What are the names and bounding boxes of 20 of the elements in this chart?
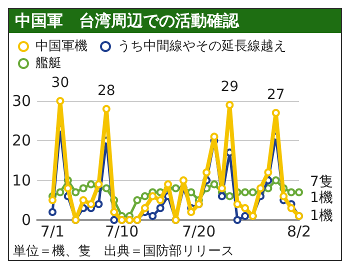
chart-title: 中国軍 台湾周辺での活動確認 (9, 9, 341, 33)
data-label: 28 (98, 82, 116, 99)
data-label: 1機 (310, 208, 333, 224)
legend-label: 艦艇 (36, 56, 62, 71)
data-label: 29 (220, 78, 239, 95)
x-tick-label: 7/20 (182, 222, 216, 240)
text: 単位＝機、隻 出典＝国防部リリース (13, 244, 234, 259)
y-tick-label: 30 (12, 92, 32, 110)
x-tick-label: 7/10 (104, 222, 139, 240)
y-tick-label: 0 (22, 211, 32, 229)
y-tick-label: 10 (12, 171, 32, 190)
data-label: 30 (51, 75, 70, 91)
legend-label: うち中間線やその延長線越え (118, 39, 286, 54)
x-tick-label: 8/2 (286, 222, 312, 240)
data-label: 7隻 (310, 174, 333, 190)
data-label: 1機 (310, 190, 333, 206)
x-tick-label: 7/1 (40, 222, 65, 240)
data-label: 27 (266, 86, 285, 103)
legend-label: 中国軍機 (36, 39, 88, 54)
y-tick-label: 20 (12, 132, 32, 150)
